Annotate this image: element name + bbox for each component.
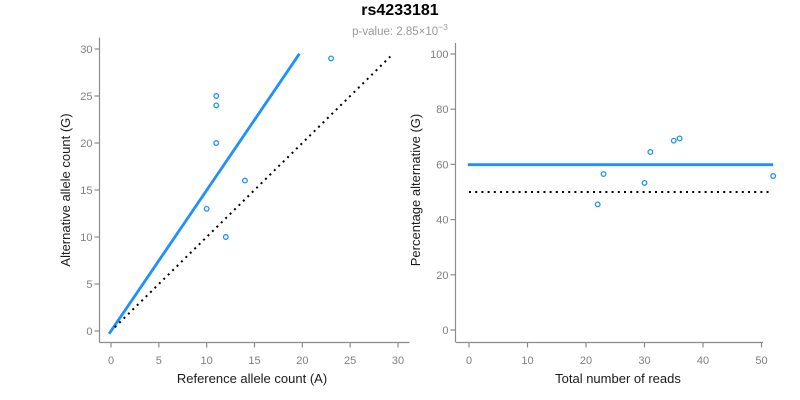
figure-title: rs4233181 — [361, 2, 439, 19]
data-point — [676, 135, 683, 142]
y-tick-label: 100 — [430, 49, 448, 61]
data-point — [203, 205, 210, 212]
y-tick-label: 20 — [80, 138, 92, 150]
x-tick-label: 30 — [638, 355, 650, 367]
y-tick-label: 25 — [80, 91, 92, 103]
x-tick-label: 10 — [201, 355, 213, 367]
x-tick-label: 15 — [248, 355, 260, 367]
x-tick-label: 0 — [108, 355, 114, 367]
data-point — [647, 149, 654, 155]
data-point — [594, 201, 601, 208]
x-tick-label: 30 — [392, 355, 404, 367]
data-point — [241, 177, 248, 184]
y-tick-label: 5 — [86, 279, 92, 291]
y-tick-label: 0 — [86, 326, 92, 338]
y-axis-title: Alternative allele count (G) — [58, 113, 73, 266]
y-tick-label: 20 — [436, 270, 448, 282]
data-point — [213, 140, 220, 146]
data-point — [213, 93, 220, 99]
figure-pvalue: p-value: 2.85×10−3 — [0, 21, 800, 39]
x-axis-title: Reference allele count (A) — [177, 371, 327, 386]
y-tick-label: 30 — [80, 44, 92, 56]
fitted-ratio-line — [107, 52, 301, 335]
x-tick-label: 0 — [466, 355, 472, 367]
y-tick-label: 80 — [436, 104, 448, 116]
y-tick-label: 60 — [436, 159, 448, 171]
x-tick-label: 50 — [755, 355, 767, 367]
y-tick-label: 0 — [442, 325, 448, 337]
data-point — [213, 102, 220, 109]
data-point — [670, 137, 677, 144]
data-point — [328, 55, 334, 62]
identity-line — [114, 55, 392, 328]
y-tick-label: 10 — [80, 232, 92, 244]
data-point — [600, 171, 607, 178]
figure-header: rs4233181 p-value: 2.85×10−3 — [0, 2, 800, 39]
x-tick-label: 20 — [296, 355, 308, 367]
pvalue-exponent: −3 — [438, 22, 448, 32]
y-tick-label: 40 — [436, 215, 448, 227]
data-point — [222, 234, 229, 240]
x-tick-label: 10 — [521, 355, 533, 367]
x-tick-label: 40 — [697, 355, 709, 367]
data-point — [770, 173, 777, 179]
y-tick-label: 15 — [80, 185, 92, 197]
x-tick-label: 25 — [344, 355, 356, 367]
x-axis-title: Total number of reads — [555, 371, 681, 386]
pvalue-text: p-value: 2.85×10 — [352, 25, 439, 38]
x-tick-label: 20 — [580, 355, 592, 367]
data-point — [641, 179, 648, 186]
y-axis-title: Percentage alternative (G) — [408, 114, 423, 266]
x-tick-label: 5 — [156, 355, 162, 367]
